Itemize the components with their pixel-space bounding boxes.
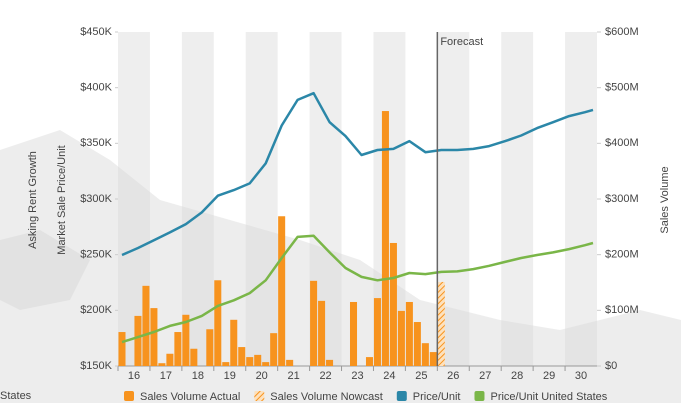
x-tick-label: 27 bbox=[479, 370, 491, 382]
bar bbox=[230, 319, 238, 366]
bar bbox=[190, 348, 198, 366]
x-tick-label: 21 bbox=[288, 370, 300, 382]
x-tick-label: 29 bbox=[543, 370, 555, 382]
y2-tick-label: $200M bbox=[605, 249, 639, 261]
y-tick-label: $400K bbox=[80, 82, 112, 94]
legend-swatch bbox=[474, 391, 485, 401]
bar bbox=[349, 301, 358, 366]
x-tick-label: 23 bbox=[351, 370, 363, 382]
y2-tick-label: $500M bbox=[605, 82, 639, 94]
year-band bbox=[245, 32, 278, 366]
legend-swatch bbox=[254, 391, 265, 401]
bar bbox=[318, 300, 326, 366]
x-tick-label: 16 bbox=[128, 370, 140, 382]
bar bbox=[158, 363, 166, 366]
bar bbox=[278, 216, 286, 366]
y2-tick-label: $0 bbox=[605, 360, 617, 372]
y2-tick-label: $600M bbox=[605, 26, 639, 38]
bar bbox=[118, 332, 126, 366]
bar bbox=[270, 333, 278, 366]
y-tick-label: $200K bbox=[80, 304, 112, 316]
x-tick-label: 19 bbox=[224, 370, 236, 382]
legend: Sales Volume Actual Sales Volume Nowcast P… bbox=[124, 391, 608, 403]
y-tick-label: $450K bbox=[80, 26, 112, 38]
x-tick-label: 26 bbox=[447, 370, 459, 382]
bar bbox=[206, 329, 214, 366]
line bbox=[121, 91, 594, 257]
y-tick-label: $250K bbox=[80, 249, 112, 261]
bar bbox=[142, 285, 150, 366]
legend-label: Price/Unit United States bbox=[490, 391, 607, 403]
legend-label: Sales Volume Nowcast bbox=[270, 391, 383, 403]
background-map bbox=[0, 130, 681, 403]
legend-label: Sales Volume Actual bbox=[140, 391, 240, 403]
bar bbox=[238, 347, 246, 366]
background-text: Asking Rent Growth bbox=[27, 151, 39, 249]
bar bbox=[150, 308, 158, 366]
bar bbox=[326, 359, 334, 366]
legend-label: Price/Unit bbox=[413, 391, 461, 403]
bar bbox=[421, 343, 429, 366]
bar bbox=[429, 352, 437, 366]
bar bbox=[166, 353, 174, 366]
y-tick-label: $300K bbox=[80, 193, 112, 205]
line bbox=[121, 234, 594, 344]
y2-axis-label: Sales Volume bbox=[659, 166, 671, 233]
y2-tick-label: $300M bbox=[605, 193, 639, 205]
bar bbox=[389, 242, 397, 366]
x-tick-label: 28 bbox=[511, 370, 523, 382]
y2-tick-label: $100M bbox=[605, 304, 639, 316]
bar bbox=[413, 322, 421, 366]
x-tick-label: 30 bbox=[575, 370, 587, 382]
y2-tick-label: $400M bbox=[605, 137, 639, 149]
y-tick-label: $350K bbox=[80, 137, 112, 149]
bar bbox=[174, 332, 182, 366]
bar bbox=[373, 298, 381, 366]
bar bbox=[254, 354, 262, 366]
forecast-label: Forecast bbox=[440, 36, 483, 48]
x-tick-label: 18 bbox=[192, 370, 204, 382]
y-tick-label: $150K bbox=[80, 360, 112, 372]
x-tick-label: 22 bbox=[319, 370, 331, 382]
bar bbox=[310, 280, 318, 366]
bar bbox=[246, 357, 254, 366]
year-band bbox=[565, 32, 597, 366]
bar bbox=[222, 362, 230, 366]
legend-swatch bbox=[124, 391, 134, 401]
legend-swatch bbox=[396, 391, 407, 401]
x-tick-label: 24 bbox=[383, 370, 395, 382]
bar bbox=[437, 281, 445, 366]
y-axis-label: Market Sale Price/Unit bbox=[56, 145, 68, 254]
x-tick-label: 20 bbox=[256, 370, 268, 382]
bar bbox=[365, 357, 373, 366]
bar bbox=[381, 111, 389, 367]
year-band bbox=[501, 32, 534, 366]
bar bbox=[286, 359, 294, 366]
x-tick-label: 25 bbox=[415, 370, 427, 382]
background-text: States bbox=[0, 390, 32, 402]
bar bbox=[397, 310, 405, 366]
bar bbox=[214, 280, 222, 366]
bar bbox=[405, 301, 413, 366]
x-tick-label: 17 bbox=[160, 370, 172, 382]
bar bbox=[182, 314, 190, 366]
bar bbox=[262, 362, 270, 366]
bar bbox=[134, 315, 142, 366]
